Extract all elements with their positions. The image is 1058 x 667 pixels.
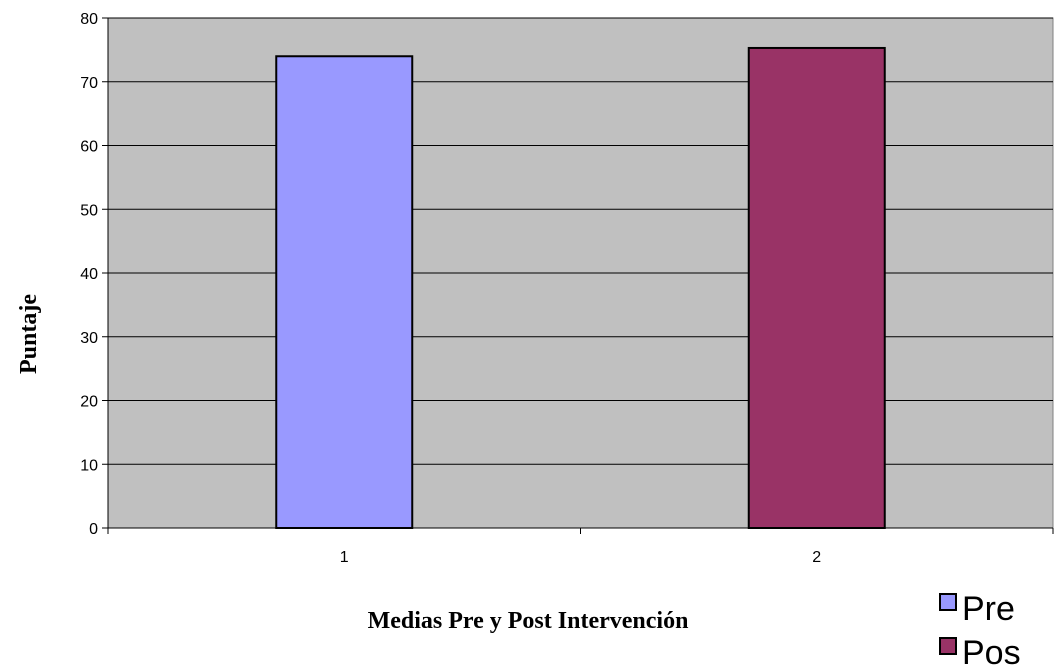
x-tick-label: 1 — [340, 549, 349, 566]
y-tick-labels: 0 10 20 30 40 50 60 70 80 — [80, 11, 98, 538]
y-axis-title: Puntaje — [16, 294, 42, 374]
x-tick-label: 2 — [812, 549, 821, 566]
y-tick-label: 50 — [80, 202, 98, 219]
bar-pos — [747, 46, 886, 530]
legend-swatch-pre — [939, 593, 957, 611]
legend: Pre Pos — [939, 590, 1021, 667]
y-tick-label: 80 — [80, 11, 98, 28]
bar-pre — [275, 55, 414, 529]
y-tick-label: 40 — [80, 266, 98, 283]
y-tick-label: 10 — [80, 457, 98, 474]
y-tick-label: 0 — [89, 521, 98, 538]
y-tick-label: 70 — [80, 75, 98, 92]
legend-label-pre: Pre — [962, 590, 1015, 628]
legend-label-pos: Pos — [962, 634, 1021, 667]
y-tick-label: 20 — [80, 394, 98, 411]
x-axis-title: Medias Pre y Post Intervención — [368, 608, 689, 634]
gridlines — [108, 17, 1053, 465]
bars — [275, 46, 886, 530]
y-tick-label: 30 — [80, 330, 98, 347]
axes — [102, 17, 1054, 534]
y-tick-label: 60 — [80, 139, 98, 156]
legend-swatch-pos — [939, 637, 957, 655]
